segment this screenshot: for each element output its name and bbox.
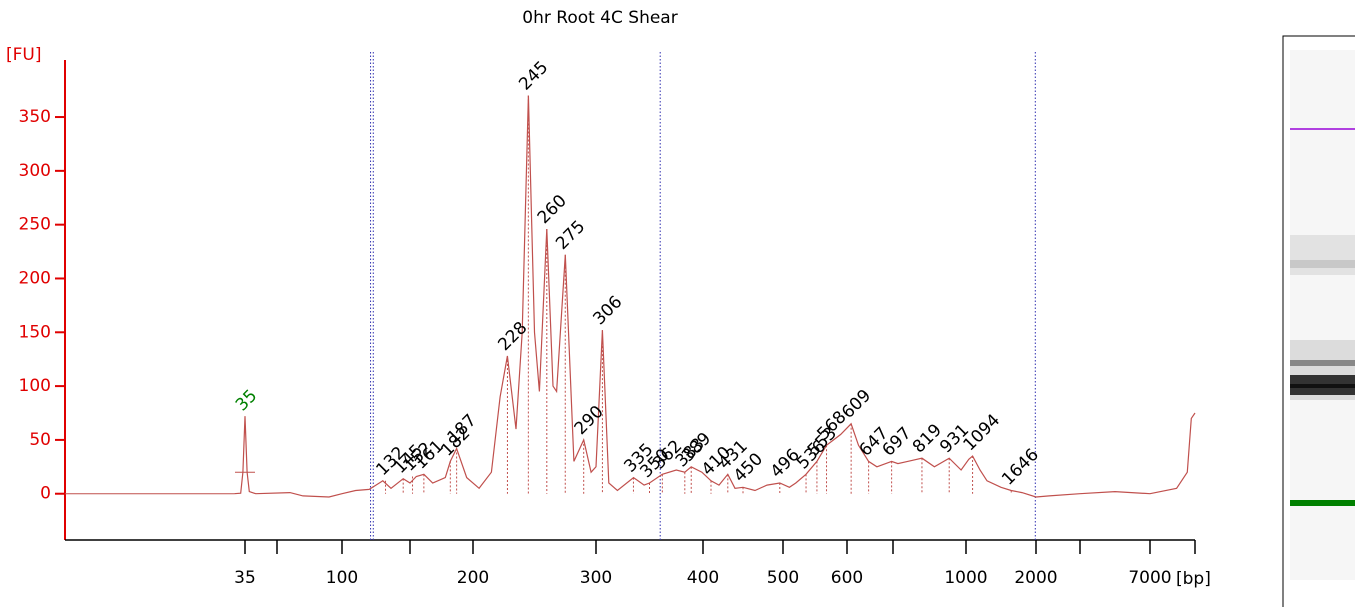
y-tick-label: 50	[29, 430, 51, 450]
plot: 0 50 100 150 200 250 300 350 35 100 200 300 400 500 60…	[19, 52, 1196, 588]
x-tick-label: 500	[767, 568, 799, 588]
x-axis-label: [bp]	[1176, 569, 1211, 589]
gel-upper-marker	[1290, 128, 1355, 130]
y-tick-label: 350	[19, 107, 51, 127]
peak-label: 260	[534, 191, 571, 228]
peak-label: 306	[589, 292, 626, 329]
x-tick-label: 2000	[1014, 568, 1057, 588]
x-tick-label: 1000	[944, 568, 987, 588]
x-tick-label: 35	[234, 568, 256, 588]
peak-label: 228	[494, 318, 531, 355]
peak-label: 275	[552, 217, 589, 254]
x-tick-label: 600	[831, 568, 863, 588]
y-tick-label: 100	[19, 376, 51, 396]
y-tick-label: 200	[19, 268, 51, 288]
peak-label: 1646	[998, 445, 1043, 490]
x-tick-label: 300	[580, 568, 612, 588]
peak-label: 245	[515, 57, 552, 94]
x-tick-label: 7000	[1128, 568, 1171, 588]
gel-lower-marker	[1290, 500, 1355, 506]
gel-lane-bg	[1290, 50, 1355, 580]
gel-band	[1290, 360, 1355, 366]
y-axis-label: [FU]	[6, 45, 42, 65]
gel-band	[1290, 384, 1355, 388]
y-tick-label: 150	[19, 322, 51, 342]
gel-band	[1290, 260, 1355, 268]
trace-line	[234, 95, 1196, 498]
x-tick-label: 100	[326, 568, 358, 588]
x-tick-label: 200	[457, 568, 489, 588]
chart-title: 0hr Root 4C Shear	[522, 8, 677, 28]
y-tick-label: 300	[19, 161, 51, 181]
x-tick-label: 400	[687, 568, 719, 588]
y-tick-label: 0	[40, 484, 51, 504]
y-tick-label: 250	[19, 215, 51, 235]
gel-band	[1290, 235, 1355, 275]
lower-marker-label: 35	[232, 386, 261, 415]
gel-lane	[1282, 35, 1355, 607]
